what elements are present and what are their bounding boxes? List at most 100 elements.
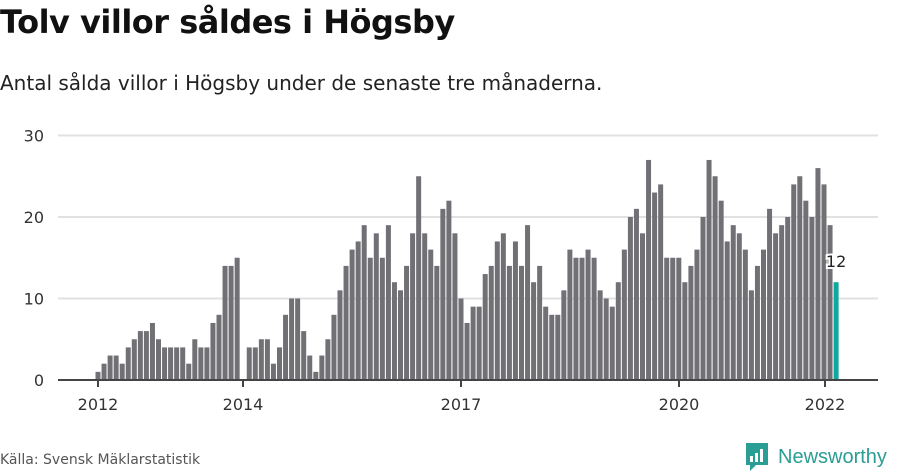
bar xyxy=(494,241,500,380)
bar xyxy=(603,298,609,380)
bar xyxy=(367,257,373,380)
bar xyxy=(512,241,518,380)
bar xyxy=(688,265,694,380)
bar xyxy=(416,176,422,380)
bar xyxy=(222,265,228,380)
bar xyxy=(361,225,367,380)
bar xyxy=(506,265,512,380)
y-tick-label: 10 xyxy=(24,290,44,309)
bar xyxy=(137,331,143,380)
bar xyxy=(803,200,809,380)
bar xyxy=(621,249,627,380)
bar xyxy=(331,314,337,380)
bar xyxy=(168,347,174,380)
bar xyxy=(149,322,155,380)
x-tick-label: 2012 xyxy=(78,395,119,414)
newsworthy-logo: Newsworthy xyxy=(744,441,887,473)
bar xyxy=(107,355,113,380)
bar xyxy=(337,290,343,380)
bar xyxy=(785,217,791,380)
bar xyxy=(162,347,168,380)
y-axis-labels: 0 10 20 30 xyxy=(24,127,44,391)
bar xyxy=(633,208,639,380)
bar xyxy=(270,363,276,380)
bar xyxy=(295,298,301,380)
bar xyxy=(573,257,579,380)
bar xyxy=(585,249,591,380)
bar xyxy=(95,371,101,380)
bar xyxy=(283,314,289,380)
bar xyxy=(355,241,361,380)
bar xyxy=(742,249,748,380)
bar xyxy=(676,257,682,380)
bar xyxy=(125,347,131,380)
bar xyxy=(815,168,821,380)
bar xyxy=(773,233,779,380)
bar xyxy=(500,233,506,380)
bar xyxy=(754,265,760,380)
bar xyxy=(724,241,730,380)
bar xyxy=(277,347,282,380)
bar xyxy=(652,192,658,380)
bar xyxy=(470,306,476,380)
bar xyxy=(561,290,567,380)
bar xyxy=(640,233,645,380)
bar xyxy=(174,347,180,380)
bar xyxy=(398,290,403,380)
bar xyxy=(228,265,234,380)
bar xyxy=(537,265,543,380)
y-tick-label: 30 xyxy=(24,127,44,146)
bar xyxy=(748,290,754,380)
last-value-annotation: 12 xyxy=(824,250,848,273)
bar xyxy=(458,298,464,380)
bar xyxy=(555,314,561,380)
bar xyxy=(252,347,258,380)
bar xyxy=(779,225,785,380)
bar xyxy=(373,233,379,380)
bar xyxy=(422,233,428,380)
bar xyxy=(615,282,621,380)
bar xyxy=(258,339,264,380)
bar xyxy=(131,339,137,380)
bar xyxy=(434,265,440,380)
bar xyxy=(319,355,325,380)
bar xyxy=(797,176,803,380)
logo-text: Newsworthy xyxy=(778,445,887,468)
bar xyxy=(343,265,349,380)
bar xyxy=(694,249,700,380)
bar xyxy=(379,257,385,380)
bar xyxy=(385,225,391,380)
x-tick-label: 2022 xyxy=(805,395,846,414)
bar xyxy=(452,233,458,380)
bar xyxy=(549,314,555,380)
bar xyxy=(718,200,724,380)
bar xyxy=(767,208,773,380)
bar xyxy=(186,363,192,380)
bar xyxy=(658,184,664,380)
x-tick-label: 2020 xyxy=(659,395,700,414)
bar xyxy=(525,225,531,380)
bar xyxy=(192,339,198,380)
bar xyxy=(349,249,355,380)
bar xyxy=(234,257,240,380)
bar-highlight xyxy=(833,282,839,380)
bar xyxy=(730,225,736,380)
x-axis-labels: 2012 2014 2017 2020 2022 xyxy=(78,395,846,414)
bar xyxy=(664,257,670,380)
bar xyxy=(670,257,676,380)
bar xyxy=(809,217,815,380)
x-axis xyxy=(58,379,878,387)
bar xyxy=(404,265,410,380)
bar xyxy=(761,249,766,380)
bar xyxy=(119,363,125,380)
bar xyxy=(531,282,537,380)
x-tick-label: 2017 xyxy=(441,395,482,414)
bar xyxy=(440,208,446,380)
bar xyxy=(246,347,252,380)
bar xyxy=(464,322,470,380)
bar xyxy=(289,298,295,380)
chart-title: Tolv villor såldes i Högsby xyxy=(0,3,455,41)
bar xyxy=(156,339,161,380)
bar xyxy=(180,347,186,380)
bar xyxy=(428,249,434,380)
